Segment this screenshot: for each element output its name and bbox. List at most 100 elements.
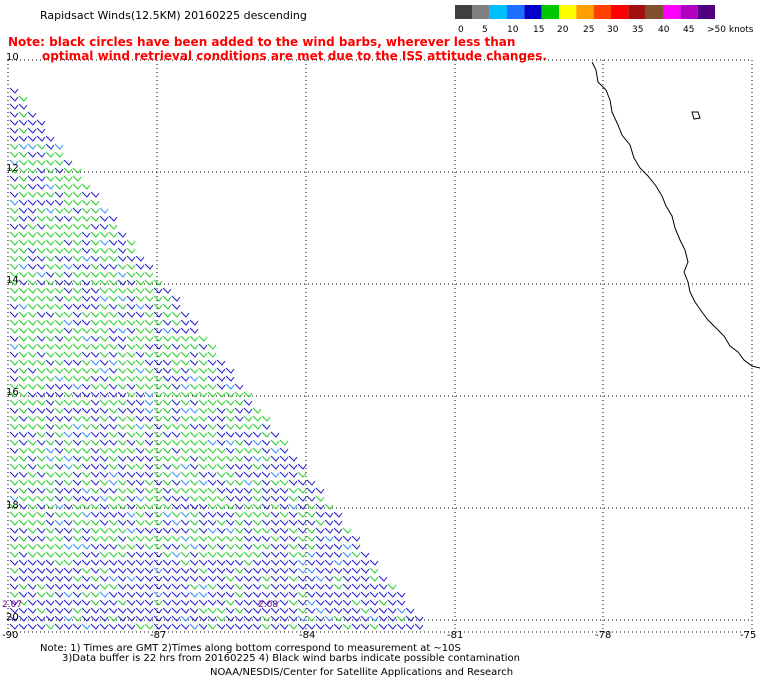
wind-barb [171, 303, 181, 310]
wind-barb [162, 471, 172, 478]
wind-barb [162, 399, 172, 406]
wind-barb [252, 519, 262, 526]
wind-barb [270, 543, 280, 550]
wind-barb [171, 615, 181, 622]
wind-barb [36, 439, 46, 446]
wind-barb [243, 487, 253, 494]
wind-barb [117, 471, 127, 478]
wind-barb [9, 519, 19, 526]
wind-barb [225, 391, 235, 398]
wind-barb [45, 295, 55, 302]
wind-barb [108, 567, 118, 574]
wind-barb [108, 359, 118, 366]
wind-barb [18, 295, 28, 302]
wind-barb [117, 583, 127, 590]
wind-barb [18, 343, 28, 350]
wind-barb [54, 567, 64, 574]
wind-barb [153, 367, 163, 374]
wind-barb [36, 335, 46, 342]
wind-barb [243, 599, 253, 606]
wind-barb [252, 463, 262, 470]
wind-barb [63, 335, 73, 342]
wind-barb [414, 623, 424, 630]
wind-barb [324, 623, 334, 630]
wind-barb [279, 503, 289, 510]
wind-barb [189, 511, 199, 518]
wind-barb [216, 607, 226, 614]
wind-barb [36, 271, 46, 278]
wind-barb [45, 415, 55, 422]
wind-barb [45, 223, 55, 230]
wind-barb [198, 415, 208, 422]
wind-barb [72, 471, 82, 478]
wind-barb [351, 551, 361, 558]
wind-barb [135, 351, 145, 358]
wind-barb [342, 567, 352, 574]
wind-barb [45, 183, 55, 190]
wind-barb [9, 119, 19, 126]
wind-barb [90, 455, 100, 462]
wind-barb [261, 431, 271, 438]
wind-barb [54, 343, 64, 350]
wind-barb [90, 287, 100, 294]
wind-barb [234, 559, 244, 566]
wind-barb [243, 575, 253, 582]
wind-barb [72, 383, 82, 390]
legend-label: 25 [583, 25, 594, 35]
wind-barb [207, 623, 217, 630]
wind-barb [144, 527, 154, 534]
wind-barb [162, 335, 172, 342]
wind-barb [81, 471, 91, 478]
wind-barb [297, 463, 307, 470]
wind-barb [261, 543, 271, 550]
wind-barb [90, 223, 100, 230]
wind-barb [63, 215, 73, 222]
wind-barb [72, 503, 82, 510]
wind-barb [162, 503, 172, 510]
wind-barb [207, 391, 217, 398]
wind-barb [72, 231, 82, 238]
wind-barb [360, 615, 370, 622]
wind-barb [288, 527, 298, 534]
wind-barb [153, 607, 163, 614]
wind-barb [153, 615, 163, 622]
wind-barb [81, 215, 91, 222]
wind-barb [225, 527, 235, 534]
lon-label-81: -81 [447, 630, 464, 641]
wind-barb [45, 447, 55, 454]
wind-barb [9, 103, 19, 110]
wind-barb [198, 383, 208, 390]
wind-barb [27, 247, 37, 254]
wind-barb [243, 431, 253, 438]
wind-barb [171, 511, 181, 518]
wind-barb [81, 511, 91, 518]
wind-barb [54, 303, 64, 310]
wind-barb [27, 559, 37, 566]
wind-barb [54, 591, 64, 598]
wind-barb [99, 447, 109, 454]
wind-barb [72, 399, 82, 406]
wind-barb [171, 535, 181, 542]
wind-barb [27, 303, 37, 310]
wind-barb [9, 247, 19, 254]
wind-barb [279, 463, 289, 470]
wind-barb [90, 479, 100, 486]
wind-barb [18, 511, 28, 518]
wind-barb [279, 455, 289, 462]
wind-barb [144, 279, 154, 286]
wind-barb [180, 311, 190, 318]
wind-barb [324, 599, 334, 606]
wind-barb [126, 431, 136, 438]
wind-barb [36, 343, 46, 350]
wind-barb [162, 287, 172, 294]
wind-barb [144, 263, 154, 270]
wind-barb [81, 455, 91, 462]
wind-barb [18, 311, 28, 318]
wind-barb [207, 415, 217, 422]
wind-barb [90, 567, 100, 574]
wind-barb [279, 591, 289, 598]
wind-barb [9, 303, 19, 310]
wind-barb [81, 295, 91, 302]
wind-barb [90, 607, 100, 614]
wind-barb [180, 319, 190, 326]
